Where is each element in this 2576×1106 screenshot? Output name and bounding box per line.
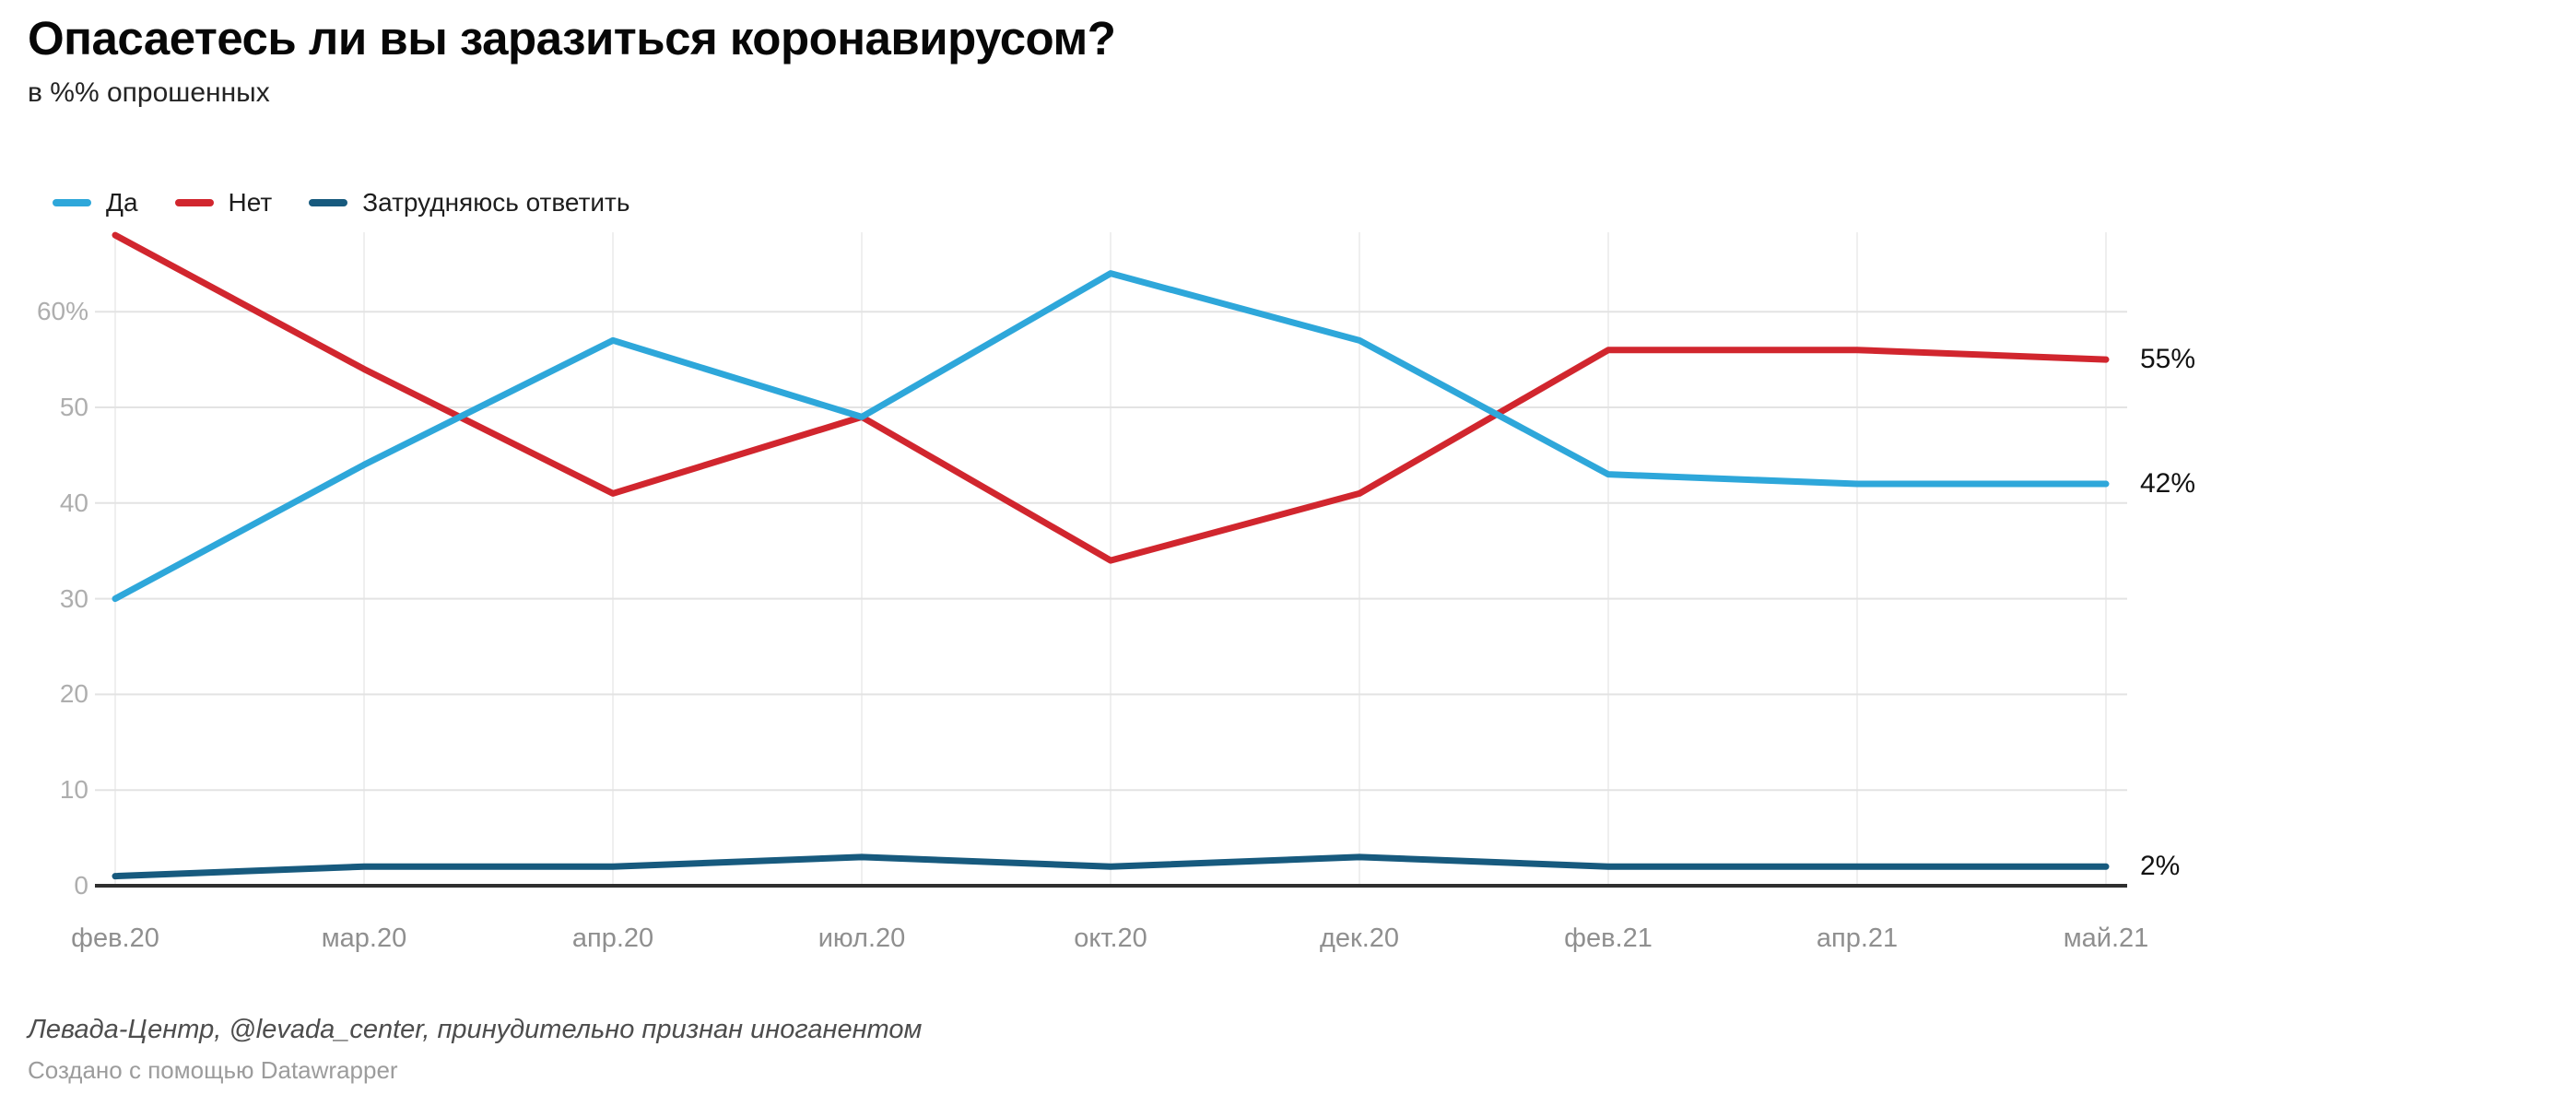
y-tick-label: 0 xyxy=(74,871,88,900)
chart-subtitle: в %% опрошенных xyxy=(28,77,270,108)
series-line-1 xyxy=(112,231,2110,564)
x-tick-label: май.21 xyxy=(2063,924,2149,953)
legend-item-undecided: Затрудняюсь ответить xyxy=(309,188,629,218)
x-tick-label: окт.20 xyxy=(1074,924,1147,953)
legend-swatch-net xyxy=(174,199,214,206)
legend-swatch-da xyxy=(53,199,91,206)
x-tick-label: дек.20 xyxy=(1319,924,1400,953)
x-tick-label: апр.20 xyxy=(571,924,654,953)
y-tick-label: 40 xyxy=(59,488,88,517)
x-tick-label: фев.20 xyxy=(71,924,159,953)
y-tick-label: 20 xyxy=(59,679,88,709)
y-tick-label: 50 xyxy=(59,393,88,421)
legend-label-net: Нет xyxy=(228,188,273,217)
y-tick-label: 10 xyxy=(59,775,88,805)
legend-item-net: Нет xyxy=(174,188,273,218)
legend-label-undecided: Затрудняюсь ответить xyxy=(362,188,630,217)
legend-label-da: Да xyxy=(106,188,138,217)
legend-item-da: Да xyxy=(53,188,138,218)
y-tick-label: 30 xyxy=(59,583,88,613)
source-note: Левада-Центр, @levada_center, принудител… xyxy=(28,1015,923,1044)
x-tick-label: апр.21 xyxy=(1816,924,1899,953)
series-end-value-label: 55% xyxy=(2140,344,2196,375)
chart-legend: Да Нет Затрудняюсь ответить xyxy=(53,188,629,218)
series-line-2 xyxy=(112,853,2110,880)
series-line-0 xyxy=(112,270,2110,603)
series-end-value-label: 42% xyxy=(2140,468,2196,500)
series-end-value-label: 2% xyxy=(2140,851,2181,882)
legend-swatch-undecided xyxy=(309,199,348,206)
chart-title: Опасаетесь ли вы заразиться коронавирусо… xyxy=(28,12,1116,65)
x-tick-label: июл.20 xyxy=(817,924,906,953)
x-tick-label: фев.21 xyxy=(1564,924,1653,953)
datawrapper-byline: Создано с помощью Datawrapper xyxy=(28,1056,398,1084)
x-tick-label: мар.20 xyxy=(321,924,407,953)
y-tick-label: 60% xyxy=(36,297,88,326)
